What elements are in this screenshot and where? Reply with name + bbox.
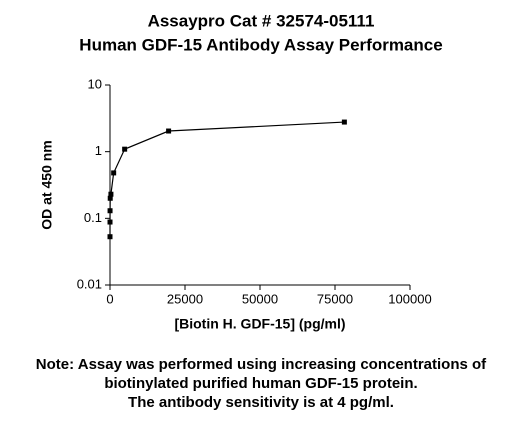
- data-point: [341, 119, 347, 125]
- y-tick-label: 0.01: [77, 276, 102, 291]
- x-axis-label: [Biotin H. GDF-15] (pg/ml): [174, 316, 345, 332]
- chart-title: Assaypro Cat # 32574-05111: [148, 11, 375, 30]
- data-point: [107, 195, 113, 201]
- y-tick-label: 1: [95, 143, 102, 158]
- data-point: [166, 128, 172, 134]
- y-axis-label: OD at 450 nm: [39, 140, 55, 229]
- data-point: [111, 170, 117, 176]
- data-point: [107, 234, 113, 240]
- note: The antibody sensitivity is at 4 pg/ml.: [128, 394, 394, 411]
- data-line: [109, 121, 345, 237]
- x-tick-label: 75000: [317, 291, 353, 306]
- note: Note: Assay was performed using increasi…: [36, 356, 487, 373]
- note: biotinylated purified human GDF-15 prote…: [104, 375, 417, 392]
- data-point: [107, 219, 113, 225]
- data-point: [107, 208, 113, 214]
- x-tick-label: 25000: [167, 291, 203, 306]
- data-point: [122, 146, 128, 152]
- x-tick-label: 100000: [388, 291, 431, 306]
- y-tick-label: 0.1: [84, 210, 102, 225]
- x-tick-label: 0: [106, 291, 113, 306]
- data-point: [108, 191, 114, 197]
- x-tick-label: 50000: [242, 291, 278, 306]
- chart-title: Human GDF-15 Antibody Assay Performance: [79, 35, 442, 54]
- y-tick-label: 10: [88, 76, 102, 91]
